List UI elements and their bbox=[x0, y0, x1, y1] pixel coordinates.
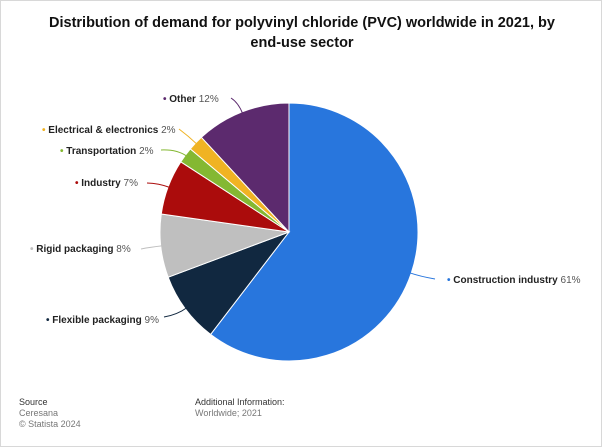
copyright: © Statista 2024 bbox=[19, 419, 81, 429]
label-name: Industry bbox=[81, 178, 123, 189]
slice-label: • Rigid packaging 8% bbox=[30, 244, 131, 255]
label-value: 61% bbox=[561, 275, 581, 286]
label-bullet: • bbox=[42, 125, 48, 136]
additional-heading: Additional Information: bbox=[195, 397, 285, 407]
additional-info-block: Additional Information: Worldwide; 2021 bbox=[195, 397, 285, 419]
source-heading: Source bbox=[19, 397, 48, 407]
label-name: Transportation bbox=[66, 146, 139, 157]
slice-label: • Transportation 2% bbox=[60, 146, 154, 157]
label-name: Rigid packaging bbox=[36, 244, 116, 255]
label-bullet: • bbox=[30, 244, 36, 255]
label-bullet: • bbox=[163, 94, 169, 105]
chart-title: Distribution of demand for polyvinyl chl… bbox=[49, 15, 555, 51]
label-bullet: • bbox=[75, 178, 81, 189]
leader-line bbox=[146, 182, 171, 188]
label-name: Other bbox=[169, 94, 198, 105]
label-value: 2% bbox=[161, 125, 176, 136]
label-bullet: • bbox=[447, 275, 453, 286]
label-bullet: • bbox=[60, 146, 66, 157]
leader-line bbox=[140, 245, 163, 250]
leader-line bbox=[160, 149, 188, 157]
additional-text: Worldwide; 2021 bbox=[195, 408, 262, 418]
slice-label: • Construction industry 61% bbox=[447, 275, 581, 286]
slice-label: • Other 12% bbox=[163, 94, 219, 105]
leader-line bbox=[230, 97, 244, 114]
slice-label: • Flexible packaging 9% bbox=[46, 315, 159, 326]
label-value: 9% bbox=[145, 315, 160, 326]
label-name: Flexible packaging bbox=[52, 315, 144, 326]
label-value: 2% bbox=[139, 146, 154, 157]
label-value: 12% bbox=[199, 94, 219, 105]
label-bullet: • bbox=[46, 315, 52, 326]
leader-line bbox=[409, 272, 436, 280]
leader-line bbox=[163, 307, 188, 318]
source-name: Ceresana bbox=[19, 408, 59, 418]
label-value: 8% bbox=[116, 244, 131, 255]
slice-label: • Electrical & electronics 2% bbox=[42, 125, 176, 136]
slice-label: • Industry 7% bbox=[75, 178, 138, 189]
label-name: Electrical & electronics bbox=[48, 125, 161, 136]
leader-line bbox=[178, 128, 198, 145]
source-block: Source Ceresana © Statista 2024 bbox=[19, 397, 81, 430]
label-name: Construction industry bbox=[453, 275, 560, 286]
label-value: 7% bbox=[124, 178, 139, 189]
